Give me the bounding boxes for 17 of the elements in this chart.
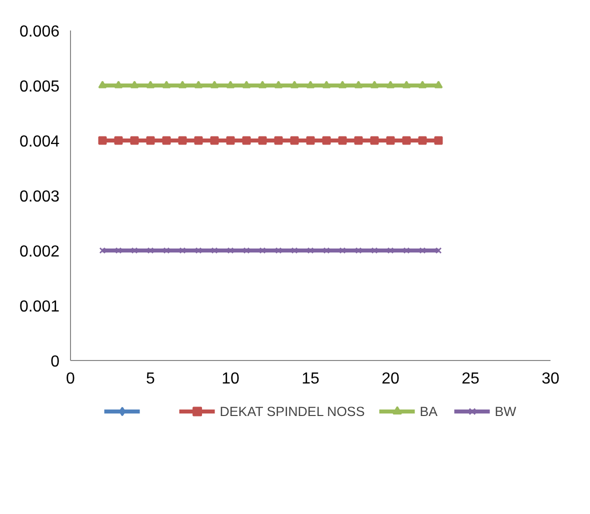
x-tick-label: 10 xyxy=(222,370,240,388)
legend-label: BA xyxy=(420,404,438,418)
y-tick-label: 0.001 xyxy=(19,298,60,316)
x-tick-label: 25 xyxy=(462,370,480,388)
x-tick-label: 5 xyxy=(146,370,156,388)
y-tick-label: 0.006 xyxy=(19,24,60,40)
legend-label: DEKAT SPINDEL NOSS xyxy=(220,404,365,418)
x-tick-label: 20 xyxy=(382,370,400,388)
y-tick-label: 0 xyxy=(50,354,60,370)
y-tick-label: 0.003 xyxy=(19,188,60,206)
y-tick-label: 0.002 xyxy=(19,244,60,260)
legend-label: BW xyxy=(494,404,516,418)
x-tick-label: 30 xyxy=(542,370,560,388)
x-tick-label: 15 xyxy=(302,370,320,388)
y-tick-label: 0.005 xyxy=(19,78,60,96)
x-tick-label: 0 xyxy=(66,370,76,388)
y-tick-label: 0.004 xyxy=(19,134,60,150)
